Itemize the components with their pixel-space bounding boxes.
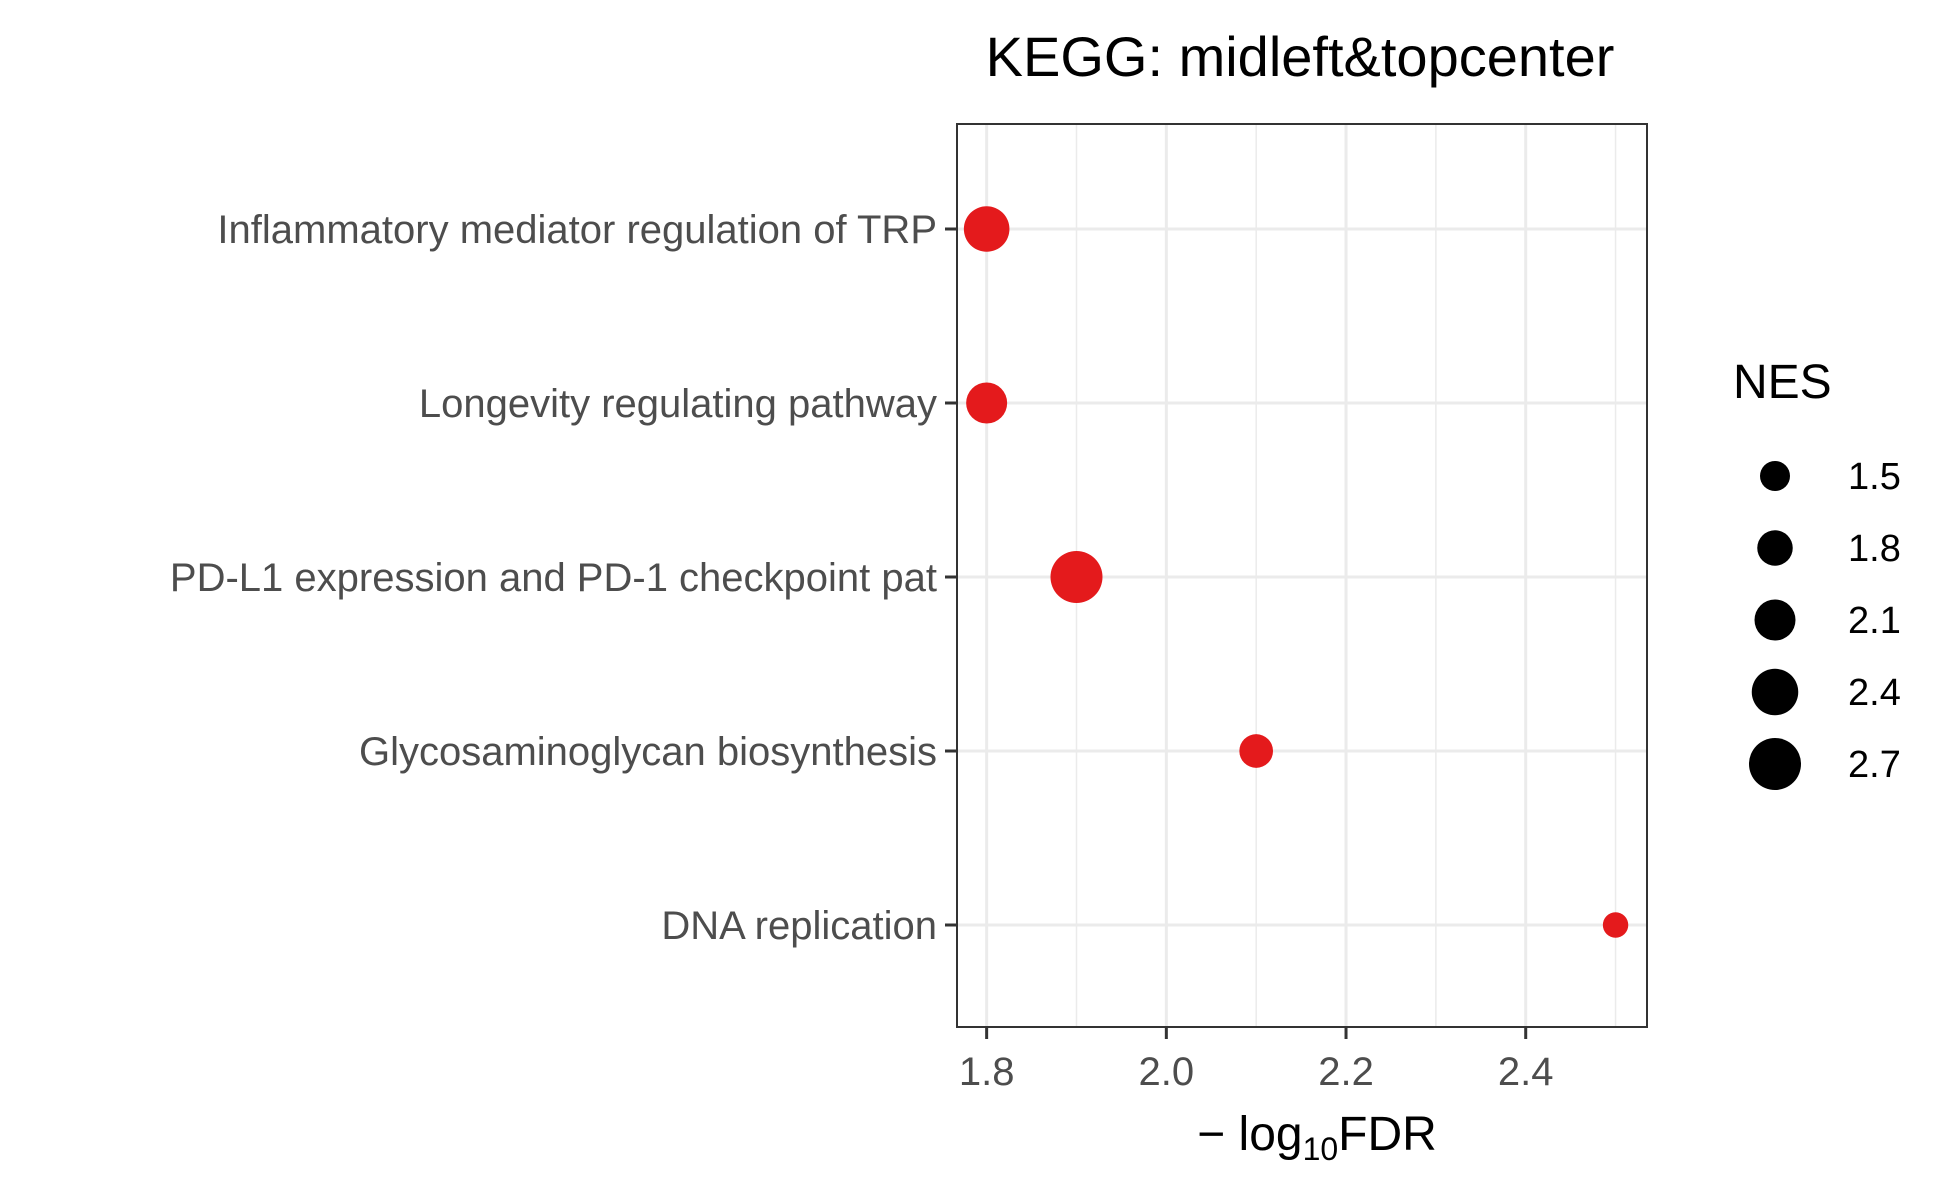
y-tick-label: Glycosaminoglycan biosynthesis <box>359 730 937 774</box>
legend-key-circle <box>1754 599 1796 641</box>
x-axis: 1.8 2.0 2.2 2.4 <box>959 1027 1554 1094</box>
size-legend: NES 1.5 1.8 2.1 2.4 2.7 <box>1733 356 1901 790</box>
legend-keys: 1.5 1.8 2.1 2.4 2.7 <box>1749 456 1901 790</box>
data-point <box>1050 551 1103 603</box>
legend-key-label: 2.7 <box>1848 744 1901 786</box>
x-axis-label-suffix: FDR <box>1338 1108 1437 1161</box>
legend-key-label: 1.8 <box>1848 528 1901 570</box>
x-tick-label: 1.8 <box>959 1050 1015 1094</box>
data-point <box>1602 912 1629 938</box>
x-tick-label: 2.2 <box>1318 1050 1374 1094</box>
plot-panel <box>956 123 1648 1028</box>
legend-key-circle <box>1749 738 1801 790</box>
legend-key-label: 2.1 <box>1848 600 1901 642</box>
legend-key-circle <box>1760 461 1790 491</box>
data-point <box>1239 734 1274 768</box>
data-points <box>963 206 1629 938</box>
legend-key-circle <box>1757 530 1793 566</box>
x-axis-label: − log10FDR <box>1197 1108 1437 1167</box>
chart-title: KEGG: midleft&topcenter <box>986 25 1615 88</box>
y-tick-label: Inflammatory mediator regulation of TRP <box>217 208 937 252</box>
data-point <box>966 382 1008 424</box>
y-tick-label: PD-L1 expression and PD-1 checkpoint pat <box>170 556 937 600</box>
x-tick-label: 2.0 <box>1139 1050 1195 1094</box>
x-axis-label-subscript: 10 <box>1303 1131 1339 1167</box>
legend-key-label: 2.4 <box>1848 672 1901 714</box>
data-point <box>963 206 1010 252</box>
legend-key-circle <box>1751 668 1799 716</box>
x-tick-label: 2.4 <box>1498 1050 1554 1094</box>
y-tick-label: DNA replication <box>661 904 937 948</box>
y-tick-label: Longevity regulating pathway <box>419 382 937 426</box>
x-axis-label-prefix: − log <box>1197 1108 1302 1161</box>
major-gridlines <box>957 124 1647 1027</box>
legend-key-label: 1.5 <box>1848 456 1901 498</box>
y-axis: Inflammatory mediator regulation of TRP L… <box>170 208 957 948</box>
legend-title: NES <box>1733 356 1832 409</box>
